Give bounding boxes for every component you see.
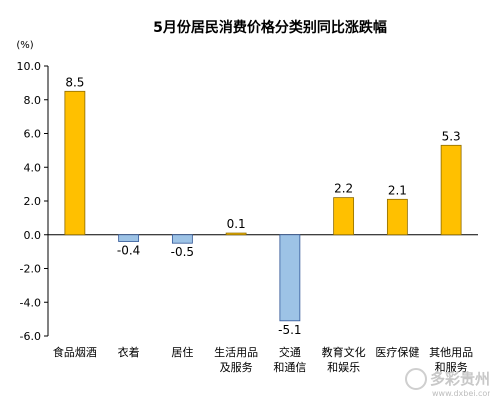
- plot-area: 10.0 8.0 6.0 4.0 2.0 0.0 -2.0 -4.0 -6.0 8.5 食品烟酒 -0…: [17, 60, 478, 374]
- watermark-logo: 多彩贵州 www.dxbei.com: [405, 368, 490, 398]
- x-tick-label: 及服务: [220, 361, 253, 374]
- x-tick-label: 生活用品: [214, 345, 258, 359]
- data-label: 2.1: [388, 183, 407, 197]
- bar: [64, 90, 86, 236]
- x-tick-label: 交通: [279, 345, 301, 359]
- unit-label: (%): [16, 40, 33, 51]
- data-label: -0.5: [171, 245, 194, 259]
- data-label: 5.3: [442, 129, 461, 143]
- data-label: 0.1: [227, 217, 246, 231]
- x-tick-label: 教育文化: [322, 345, 366, 359]
- y-tick-label: -2.0: [20, 263, 41, 276]
- x-tick-label: 医疗保健: [375, 345, 419, 359]
- bar: [279, 234, 301, 322]
- y-tick-label: -4.0: [20, 296, 41, 309]
- x-tick-label: 食品烟酒: [53, 345, 97, 359]
- chart-title: 5月份居民消费价格分类别同比涨跌幅: [153, 19, 387, 36]
- y-tick-label: -6.0: [20, 330, 41, 343]
- data-label: -5.1: [278, 323, 301, 337]
- x-tick-label: 和通信: [273, 361, 306, 374]
- y-tick-label: 6.0: [24, 128, 42, 141]
- bar: [333, 197, 355, 236]
- x-tick-label: 衣着: [118, 345, 140, 359]
- bar: [440, 144, 462, 236]
- x-tick-label: 其他用品: [429, 346, 473, 359]
- data-label: 8.5: [65, 75, 84, 89]
- x-tick-label: 和服务: [435, 361, 468, 374]
- bar: [118, 234, 140, 242]
- data-label: -0.4: [117, 244, 140, 258]
- watermark-url: www.dxbei.com: [432, 389, 490, 398]
- y-tick-label: 2.0: [24, 195, 42, 208]
- watermark-emblem-icon: [405, 368, 427, 390]
- bar: [386, 198, 408, 236]
- x-tick-label: 和娱乐: [327, 360, 360, 374]
- bar: [225, 232, 247, 236]
- x-tick-label: 居住: [171, 345, 193, 359]
- y-tick-label: 0.0: [24, 229, 42, 242]
- data-label: 2.2: [334, 182, 353, 196]
- bar: [171, 234, 193, 244]
- y-tick-label: 4.0: [24, 161, 42, 174]
- watermark-text: 多彩贵州: [430, 370, 490, 388]
- y-tick-label: 8.0: [24, 94, 42, 107]
- y-tick-label: 10.0: [17, 60, 42, 73]
